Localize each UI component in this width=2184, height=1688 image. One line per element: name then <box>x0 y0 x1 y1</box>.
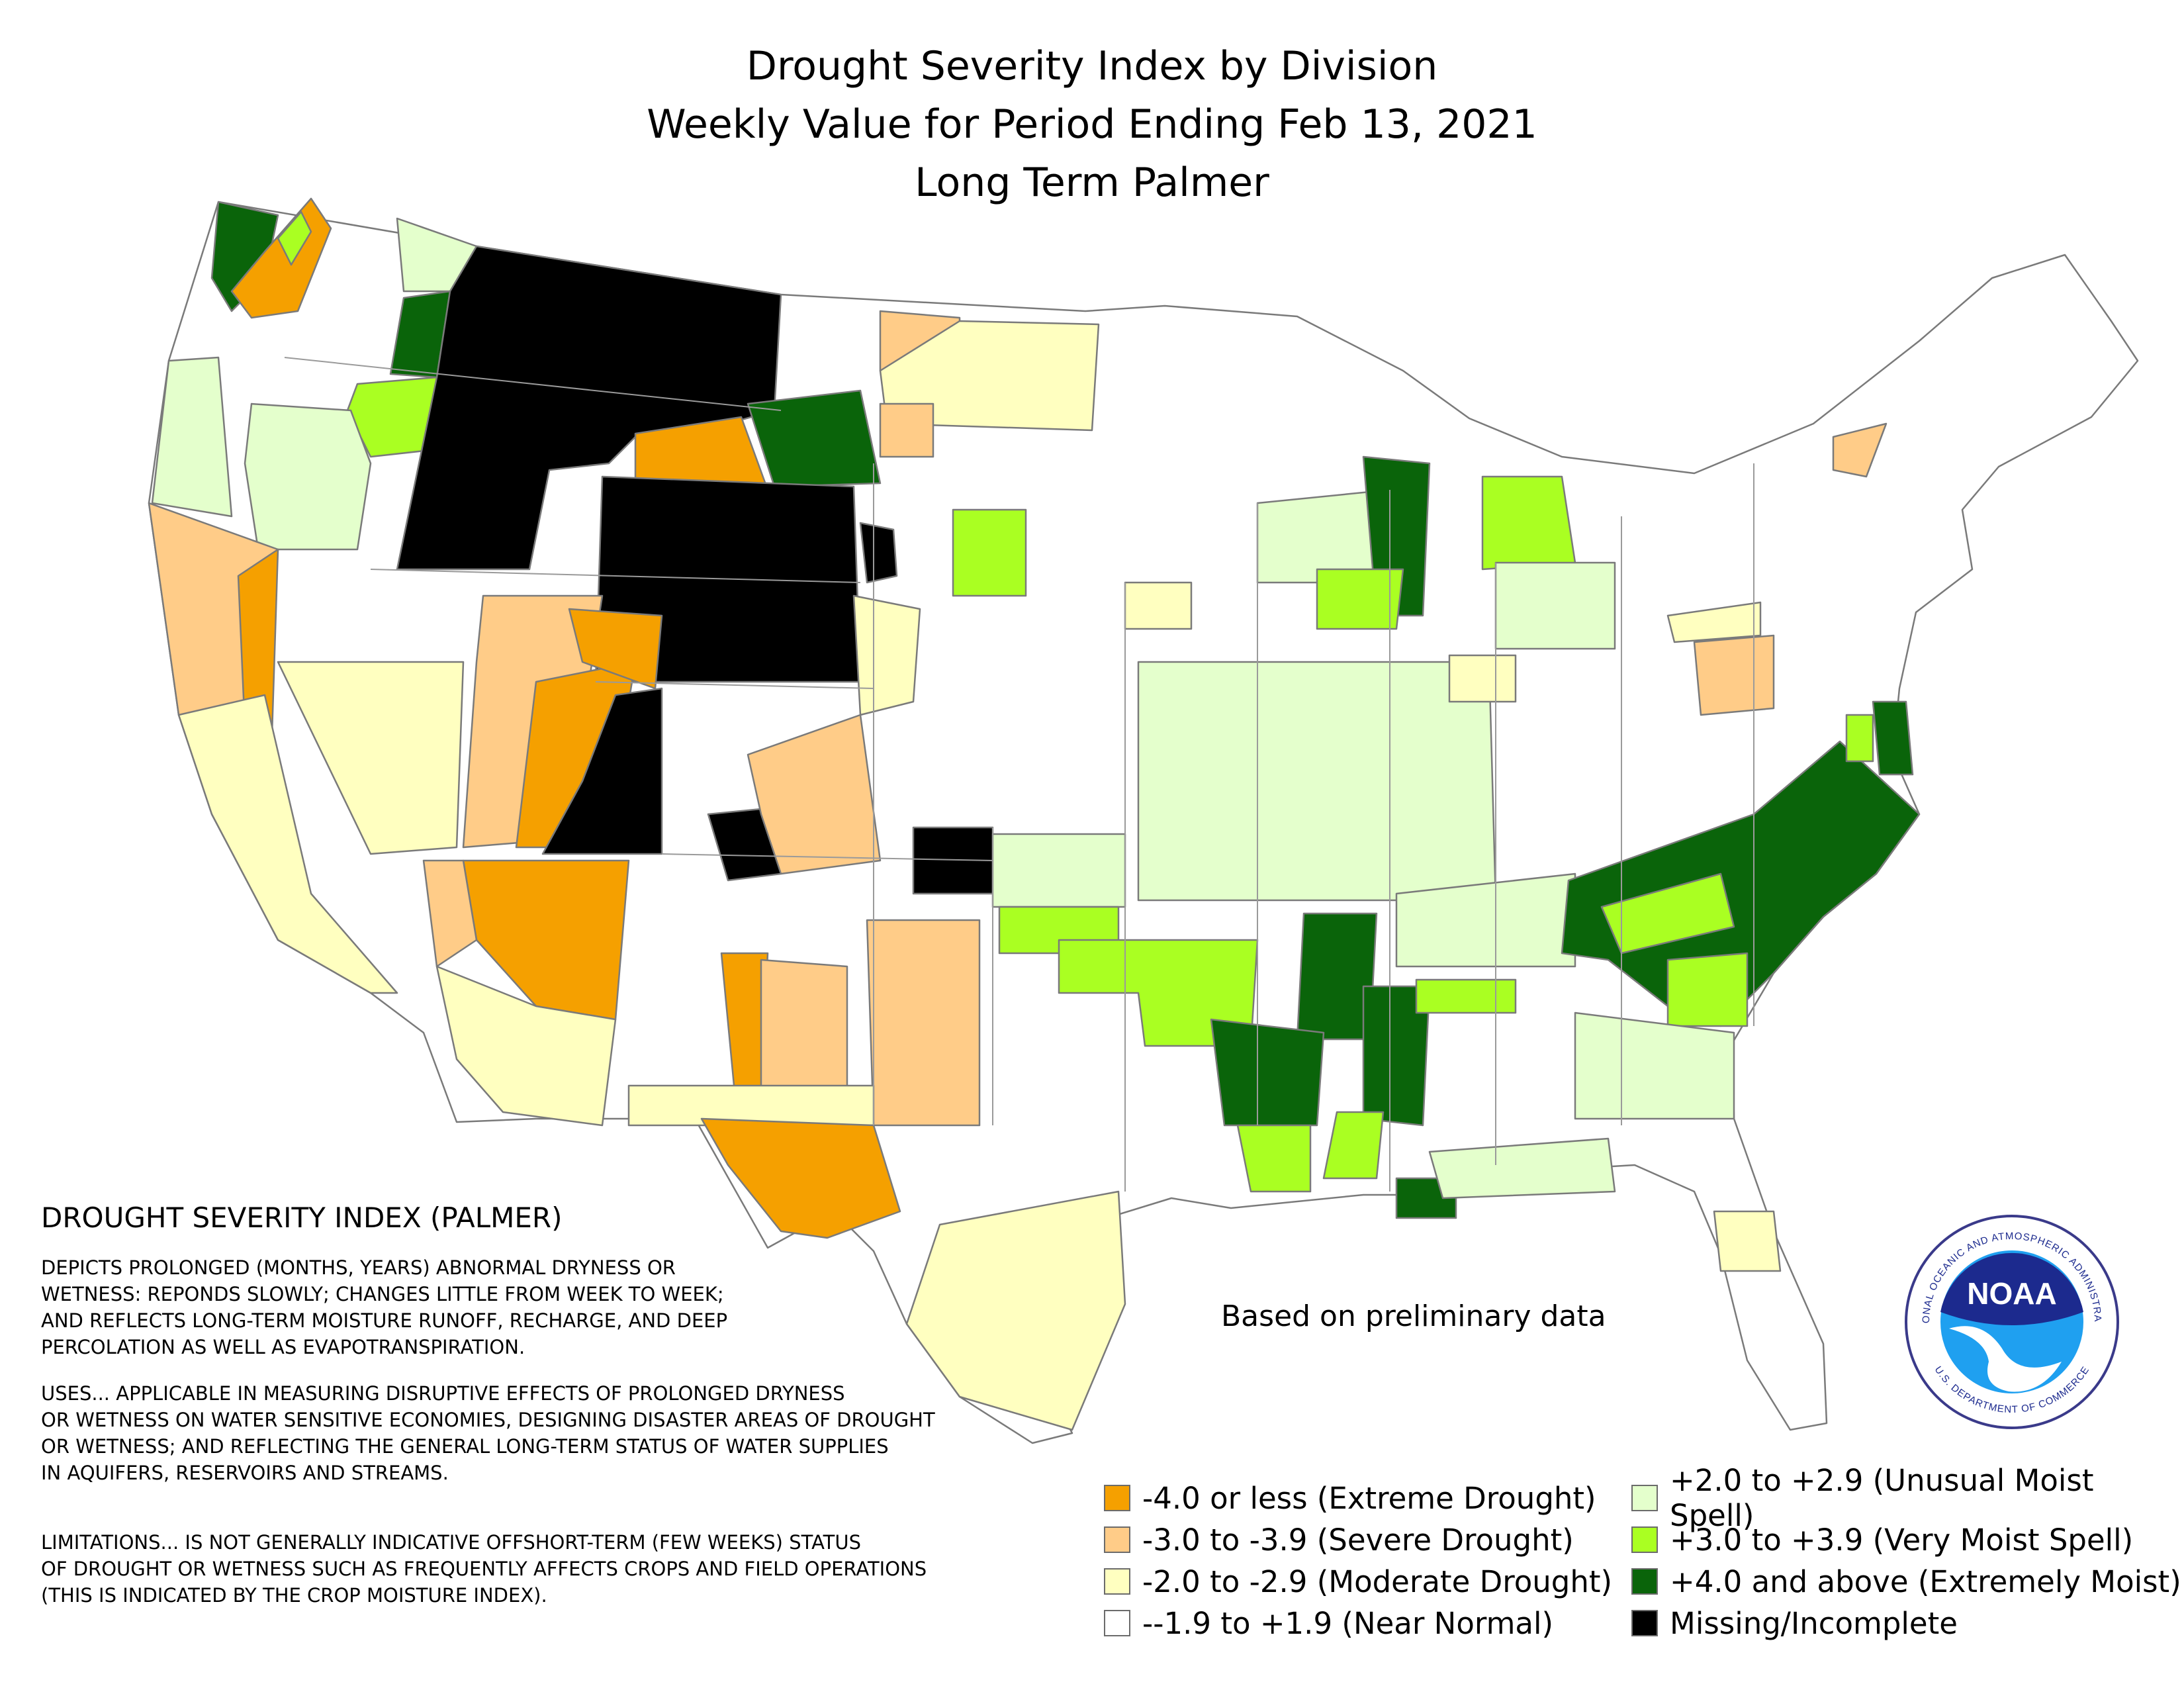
region-gulf-coast-moist <box>1428 1137 1616 1199</box>
legend-item-extreme-drought: -4.0 or less (Extreme Drought) <box>1104 1479 1596 1517</box>
region-mi-very-moist <box>1481 475 1576 571</box>
description-heading: DROUGHT SEVERITY INDEX (PALMER) <box>41 1201 563 1234</box>
legend-swatch-severe-drought <box>1104 1526 1130 1553</box>
legend-label-moderate-drought: -2.0 to -2.9 (Moderate Drought) <box>1142 1564 1613 1599</box>
legend-label-extreme-drought: -4.0 or less (Extreme Drought) <box>1142 1480 1596 1516</box>
region-az-south-moderate <box>435 965 617 1127</box>
region-ia-very-moist <box>1316 568 1404 630</box>
region-or-ne-very-moist <box>346 376 438 458</box>
region-sd-central-very-moist <box>952 508 1027 597</box>
noaa-logo: NOAA NATIONAL OCEANIC AND ATMOSPHERIC AD… <box>1903 1213 2119 1429</box>
legend-item-very-moist: +3.0 to +3.9 (Very Moist Spell) <box>1631 1521 2133 1558</box>
legend-swatch-missing <box>1631 1610 1658 1636</box>
legend-swatch-extremely-moist <box>1631 1568 1658 1595</box>
region-la-south-very-moist <box>1236 1124 1312 1193</box>
region-la-extremely-moist <box>1210 1018 1325 1127</box>
region-mt-id-missing <box>396 245 782 571</box>
region-tx-south-moderate <box>905 1190 1126 1431</box>
legend-swatch-near-normal <box>1104 1610 1130 1636</box>
legend-label-severe-drought: -3.0 to -3.9 (Severe Drought) <box>1142 1522 1574 1558</box>
region-in-moderate <box>1448 654 1517 703</box>
region-nd-moderate <box>879 320 1100 432</box>
region-nm-central-severe <box>760 959 848 1100</box>
region-va-nc-extremely-moist <box>1561 740 1921 1027</box>
region-ut-east-missing <box>541 687 663 855</box>
region-al-very-moist <box>1415 978 1517 1014</box>
region-ga-moist <box>1574 1011 1735 1120</box>
region-ny-severe <box>1832 422 1888 478</box>
legend-label-extremely-moist: +4.0 and above (Extremely Moist) <box>1670 1564 2181 1599</box>
region-nm-east-severe <box>866 919 981 1127</box>
legend-item-severe-drought: -3.0 to -3.9 (Severe Drought) <box>1104 1521 1574 1558</box>
noaa-logo-text: NOAA <box>1967 1276 2056 1311</box>
legend-label-missing: Missing/Incomplete <box>1670 1605 1958 1641</box>
legend-label-unusual-moist: +2.0 to +2.9 (Unusual Moist Spell) <box>1670 1463 2094 1533</box>
region-mt-se-extremely-moist <box>747 389 882 488</box>
legend-swatch-extreme-drought <box>1104 1485 1130 1511</box>
region-ok-west-moist <box>991 833 1126 908</box>
map-subtitle-index: Long Term Palmer <box>915 160 1269 206</box>
region-midwest-moist <box>1137 661 1497 902</box>
region-wa-very-moist <box>277 211 312 266</box>
region-pa-moderate <box>1666 601 1762 643</box>
legend-item-missing: Missing/Incomplete <box>1631 1605 1958 1642</box>
region-ca-central-moderate <box>177 694 398 994</box>
region-sd-west-severe <box>879 402 934 458</box>
map-subtitle-period: Weekly Value for Period Ending Feb 13, 2… <box>647 101 1537 148</box>
description-uses: USES... APPLICABLE IN MEASURING DISRUPTI… <box>41 1382 935 1484</box>
legend-item-near-normal: --1.9 to +1.9 (Near Normal) <box>1104 1605 1553 1642</box>
preliminary-data-note: Based on preliminary data <box>1221 1299 1606 1333</box>
region-or-central-moist <box>244 402 372 551</box>
region-co-south-severe <box>747 714 882 875</box>
region-or-coast-moist <box>151 356 233 518</box>
region-wy-east-missing-dot <box>859 522 898 584</box>
legend-swatch-unusual-moist <box>1631 1485 1658 1511</box>
legend-swatch-very-moist <box>1631 1526 1658 1553</box>
legend-swatch-moderate-drought <box>1104 1568 1130 1595</box>
region-sc-very-moist <box>1666 952 1749 1027</box>
map-title: Drought Severity Index by Division <box>746 43 1438 89</box>
region-pa-severe <box>1693 634 1775 716</box>
region-ut-north-extreme <box>568 608 663 690</box>
region-co-east-moderate <box>852 594 921 716</box>
legend-label-very-moist: +3.0 to +3.9 (Very Moist Spell) <box>1670 1522 2134 1558</box>
region-nv-south-moderate <box>277 661 465 855</box>
description-depicts: DEPICTS PROLONGED (MONTHS, YEARS) ABNORM… <box>41 1256 728 1358</box>
region-fl-north-moderate <box>1713 1210 1782 1272</box>
description-limitations: LIMITATIONS... IS NOT GENERALLY INDICATI… <box>41 1531 927 1607</box>
legend-label-near-normal: --1.9 to +1.9 (Near Normal) <box>1142 1605 1554 1641</box>
region-tn-east-very-moist <box>1600 872 1735 955</box>
region-ne-east-moderate <box>1124 581 1193 630</box>
region-md-very-moist <box>1845 714 1874 763</box>
region-nm-south-moderate <box>627 1084 875 1127</box>
region-ms-extremely-moist <box>1362 985 1431 1127</box>
region-mi-south-moist <box>1494 561 1616 650</box>
region-ms-south-very-moist <box>1322 1111 1385 1180</box>
region-tn-moist <box>1395 872 1576 968</box>
region-az-nw-severe <box>422 859 478 968</box>
division-boundaries <box>284 357 1754 1192</box>
legend-item-extremely-moist: +4.0 and above (Extremely Moist) <box>1631 1563 2181 1600</box>
legend-item-moderate-drought: -2.0 to -2.9 (Moderate Drought) <box>1104 1563 1612 1600</box>
legend-item-unusual-moist: +2.0 to +2.9 (Unusual Moist Spell) <box>1631 1463 2184 1533</box>
region-md-extremely-moist <box>1872 700 1914 776</box>
